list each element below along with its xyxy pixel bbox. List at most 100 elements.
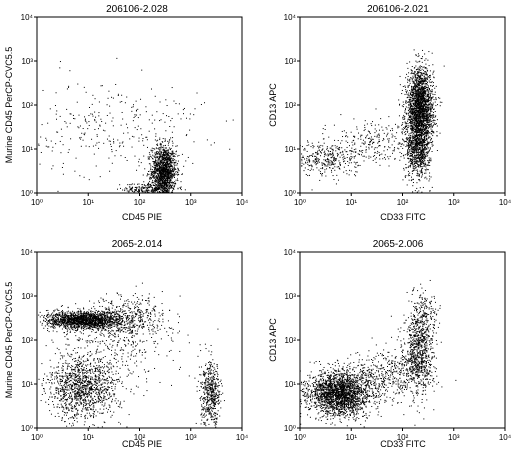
- data-point: [443, 65, 445, 67]
- data-point: [166, 165, 168, 167]
- data-point: [96, 134, 98, 136]
- data-point: [415, 157, 417, 159]
- data-point: [423, 144, 425, 146]
- data-point: [419, 130, 421, 132]
- data-point: [416, 104, 418, 106]
- data-point: [404, 128, 406, 129]
- data-point: [161, 159, 163, 161]
- data-point: [414, 119, 416, 121]
- data-point: [172, 192, 174, 194]
- data-point: [154, 152, 156, 154]
- data-point: [424, 110, 426, 111]
- data-point: [417, 144, 419, 146]
- data-point: [149, 180, 151, 182]
- data-point: [420, 103, 422, 105]
- data-point: [157, 186, 159, 188]
- data-point: [155, 159, 157, 161]
- data-point: [165, 157, 167, 159]
- data-point: [416, 160, 418, 162]
- data-point: [430, 128, 432, 130]
- data-point: [428, 89, 430, 91]
- data-point: [147, 183, 149, 185]
- data-point: [427, 96, 429, 98]
- data-point: [168, 159, 170, 161]
- data-point: [421, 117, 423, 119]
- data-point: [418, 146, 420, 148]
- data-point: [424, 177, 426, 179]
- data-point: [408, 101, 410, 103]
- data-point: [429, 74, 431, 76]
- data-point: [155, 166, 157, 168]
- data-point: [415, 85, 417, 87]
- data-point: [315, 155, 317, 157]
- data-point: [418, 105, 420, 107]
- data-point: [160, 161, 162, 163]
- data-point: [146, 139, 148, 141]
- data-point: [170, 153, 172, 155]
- data-point: [419, 68, 421, 70]
- data-point: [101, 120, 103, 122]
- data-point: [152, 171, 154, 173]
- data-point: [143, 181, 145, 183]
- data-point: [415, 146, 417, 148]
- data-point: [414, 97, 416, 99]
- data-point: [426, 113, 428, 115]
- data-point: [409, 145, 411, 147]
- data-point: [168, 167, 170, 169]
- data-point: [423, 144, 425, 146]
- data-point: [416, 131, 418, 133]
- data-point: [141, 192, 143, 194]
- data-point: [426, 164, 428, 166]
- data-point: [317, 160, 319, 162]
- data-point: [414, 168, 416, 170]
- data-point: [155, 180, 157, 182]
- data-point: [174, 173, 176, 175]
- data-point: [417, 175, 419, 177]
- data-point: [167, 176, 169, 178]
- data-point: [408, 111, 410, 113]
- data-point: [424, 92, 426, 94]
- data-point: [434, 122, 436, 124]
- data-point: [420, 88, 422, 90]
- data-point: [118, 146, 120, 148]
- data-point: [178, 174, 180, 176]
- plot-frame: [36, 16, 243, 194]
- data-point: [421, 110, 423, 112]
- data-point: [422, 158, 424, 160]
- data-point: [421, 86, 423, 88]
- data-point: [427, 121, 429, 123]
- data-point: [160, 168, 162, 170]
- data-point: [94, 111, 96, 113]
- data-point: [407, 86, 409, 88]
- data-point: [172, 162, 174, 164]
- data-point: [415, 55, 417, 57]
- data-point: [171, 181, 173, 183]
- data-point: [142, 190, 144, 192]
- data-point: [163, 153, 165, 155]
- data-point: [157, 178, 159, 180]
- data-point: [164, 175, 166, 177]
- data-point: [151, 182, 153, 184]
- data-point: [147, 183, 149, 185]
- data-point: [414, 131, 416, 133]
- data-point: [429, 131, 431, 133]
- data-point: [418, 161, 420, 163]
- data-point: [425, 117, 427, 119]
- data-point: [425, 90, 427, 92]
- data-point: [424, 59, 426, 61]
- data-point: [417, 134, 419, 136]
- data-point: [143, 190, 145, 192]
- data-point: [186, 134, 188, 136]
- data-point: [56, 110, 58, 112]
- data-point: [413, 122, 415, 124]
- data-point: [136, 169, 138, 171]
- data-point: [154, 139, 156, 141]
- data-point: [156, 180, 158, 182]
- data-point: [164, 184, 166, 186]
- data-point: [170, 157, 172, 159]
- panel-top-left: 206106-2.028 10⁰ 10¹ 10² 10³ 10⁴ 10⁰10¹10²10…: [4, 4, 249, 222]
- data-point: [161, 176, 163, 178]
- data-point: [59, 67, 61, 69]
- data-point: [421, 146, 423, 148]
- data-point: [94, 119, 96, 121]
